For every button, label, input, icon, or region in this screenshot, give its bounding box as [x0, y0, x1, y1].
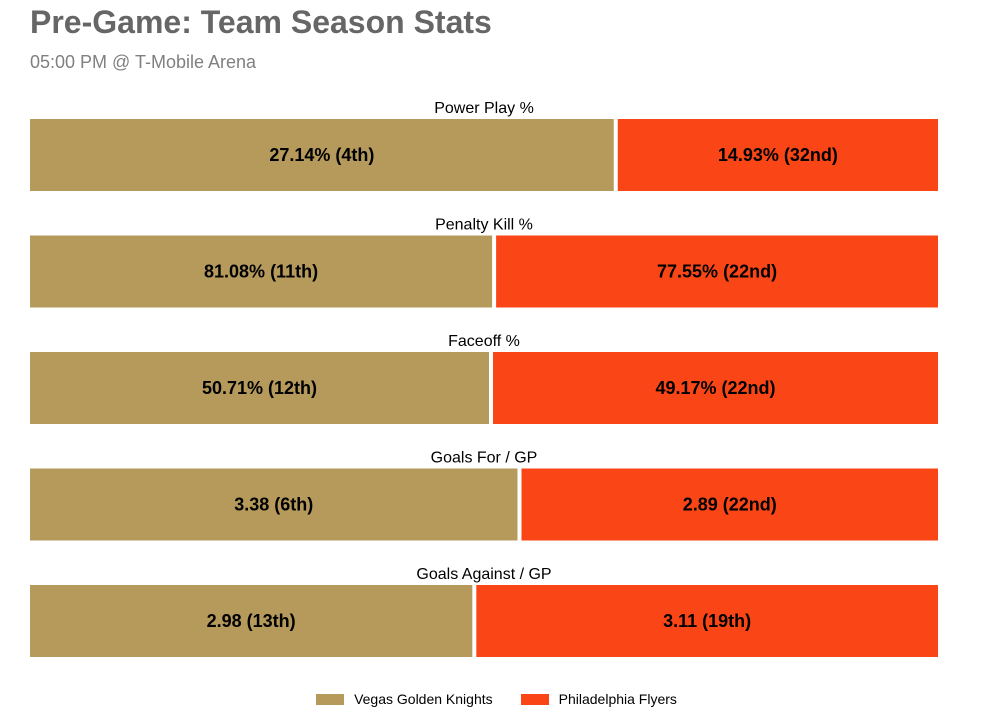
metric-label: Faceoff %: [448, 333, 520, 350]
value-label-home: 50.71% (12th): [202, 378, 317, 398]
legend-swatch-home: [316, 693, 345, 705]
value-label-home: 2.98 (13th): [207, 611, 296, 631]
metric-label: Goals Against / GP: [416, 566, 551, 583]
value-label-away: 3.11 (19th): [663, 611, 751, 631]
legend-item-home: Vegas Golden Knights: [316, 691, 493, 707]
bar-home: [30, 468, 518, 541]
value-label-away: 2.89 (22nd): [683, 495, 777, 515]
bar-away: [521, 468, 938, 541]
bar-away: [617, 119, 938, 191]
metric-label: Penalty Kill %: [435, 217, 533, 234]
legend-item-away: Philadelphia Flyers: [520, 691, 677, 707]
bar-home: [30, 352, 489, 424]
stats-chart: Power Play % 27.14% (4th) 14.93% (32nd) Pen…: [30, 100, 938, 657]
bar-away: [493, 352, 938, 424]
bar-home: [30, 119, 614, 191]
value-label-away: 49.17% (22nd): [655, 378, 775, 398]
legend-label-home: Vegas Golden Knights: [354, 691, 493, 707]
bar-home: [30, 235, 493, 308]
legend: Vegas Golden Knights Philadelphia Flyers: [0, 691, 993, 707]
bar-away: [476, 585, 938, 657]
value-label-away: 77.55% (22nd): [657, 262, 777, 282]
value-label-away: 14.93% (32nd): [718, 145, 838, 165]
value-label-home: 3.38 (6th): [234, 495, 313, 515]
game-subtitle: 05:00 PM @ T-Mobile Arena: [30, 52, 257, 72]
metric-label: Power Play %: [434, 100, 534, 117]
legend-swatch-away: [520, 693, 549, 705]
value-label-home: 81.08% (11th): [204, 262, 318, 282]
legend-label-away: Philadelphia Flyers: [558, 691, 677, 707]
bar-away: [496, 235, 938, 308]
value-label-home: 27.14% (4th): [269, 145, 374, 165]
page-title: Pre-Game: Team Season Stats: [30, 4, 492, 40]
metric-label: Goals For / GP: [431, 450, 538, 467]
bar-home: [30, 585, 473, 657]
